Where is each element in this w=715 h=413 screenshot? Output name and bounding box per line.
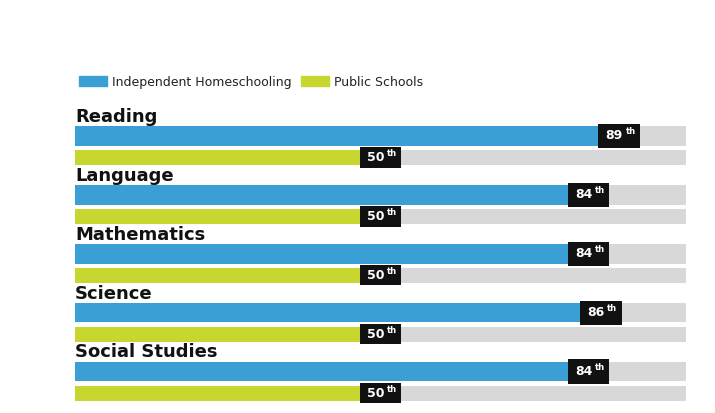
Text: Language: Language <box>75 167 174 185</box>
FancyBboxPatch shape <box>75 386 380 401</box>
FancyBboxPatch shape <box>360 206 402 226</box>
Text: th: th <box>626 127 636 136</box>
Text: 50: 50 <box>367 269 385 282</box>
Text: 84: 84 <box>575 188 592 201</box>
FancyBboxPatch shape <box>75 303 601 323</box>
FancyBboxPatch shape <box>360 147 402 168</box>
FancyBboxPatch shape <box>75 327 380 342</box>
Text: th: th <box>387 385 398 394</box>
Legend: Independent Homeschooling, Public Schools: Independent Homeschooling, Public School… <box>74 71 428 94</box>
Text: Mathematics: Mathematics <box>75 225 205 244</box>
Text: th: th <box>595 186 605 195</box>
Text: 50: 50 <box>367 328 385 341</box>
FancyBboxPatch shape <box>75 303 686 323</box>
Text: 50: 50 <box>367 210 385 223</box>
FancyBboxPatch shape <box>598 124 640 148</box>
Text: th: th <box>595 363 605 372</box>
Text: Social Studies: Social Studies <box>75 344 217 361</box>
FancyBboxPatch shape <box>75 244 686 263</box>
Text: th: th <box>387 267 398 276</box>
FancyBboxPatch shape <box>568 242 609 266</box>
Text: 50: 50 <box>367 387 385 400</box>
FancyBboxPatch shape <box>75 268 686 283</box>
FancyBboxPatch shape <box>75 185 686 204</box>
FancyBboxPatch shape <box>568 359 609 384</box>
FancyBboxPatch shape <box>360 324 402 344</box>
FancyBboxPatch shape <box>360 265 402 285</box>
Text: 86: 86 <box>587 306 604 319</box>
FancyBboxPatch shape <box>568 183 609 207</box>
Text: 84: 84 <box>575 365 592 378</box>
FancyBboxPatch shape <box>75 362 686 381</box>
FancyBboxPatch shape <box>75 209 380 224</box>
FancyBboxPatch shape <box>75 268 380 283</box>
Text: 89: 89 <box>606 129 623 142</box>
FancyBboxPatch shape <box>360 383 402 404</box>
Text: th: th <box>595 245 605 254</box>
Text: th: th <box>607 304 617 313</box>
FancyBboxPatch shape <box>580 301 621 325</box>
Text: th: th <box>387 208 398 217</box>
FancyBboxPatch shape <box>75 386 686 401</box>
Text: th: th <box>387 149 398 158</box>
FancyBboxPatch shape <box>75 327 686 342</box>
Text: 84: 84 <box>575 247 592 260</box>
FancyBboxPatch shape <box>75 150 686 165</box>
Text: Science: Science <box>75 285 153 302</box>
FancyBboxPatch shape <box>75 185 588 204</box>
FancyBboxPatch shape <box>75 209 686 224</box>
FancyBboxPatch shape <box>75 126 686 146</box>
FancyBboxPatch shape <box>75 244 588 263</box>
Text: 50: 50 <box>367 151 385 164</box>
Text: NATIONAL AVERAGE PERCENTILE SCORES PUBLIC SCHOOL VERSUS HOMESCHOOL: NATIONAL AVERAGE PERCENTILE SCORES PUBLI… <box>21 19 694 34</box>
Text: th: th <box>387 326 398 335</box>
FancyBboxPatch shape <box>75 126 619 146</box>
FancyBboxPatch shape <box>75 150 380 165</box>
Text: Reading: Reading <box>75 108 157 126</box>
FancyBboxPatch shape <box>75 362 588 381</box>
